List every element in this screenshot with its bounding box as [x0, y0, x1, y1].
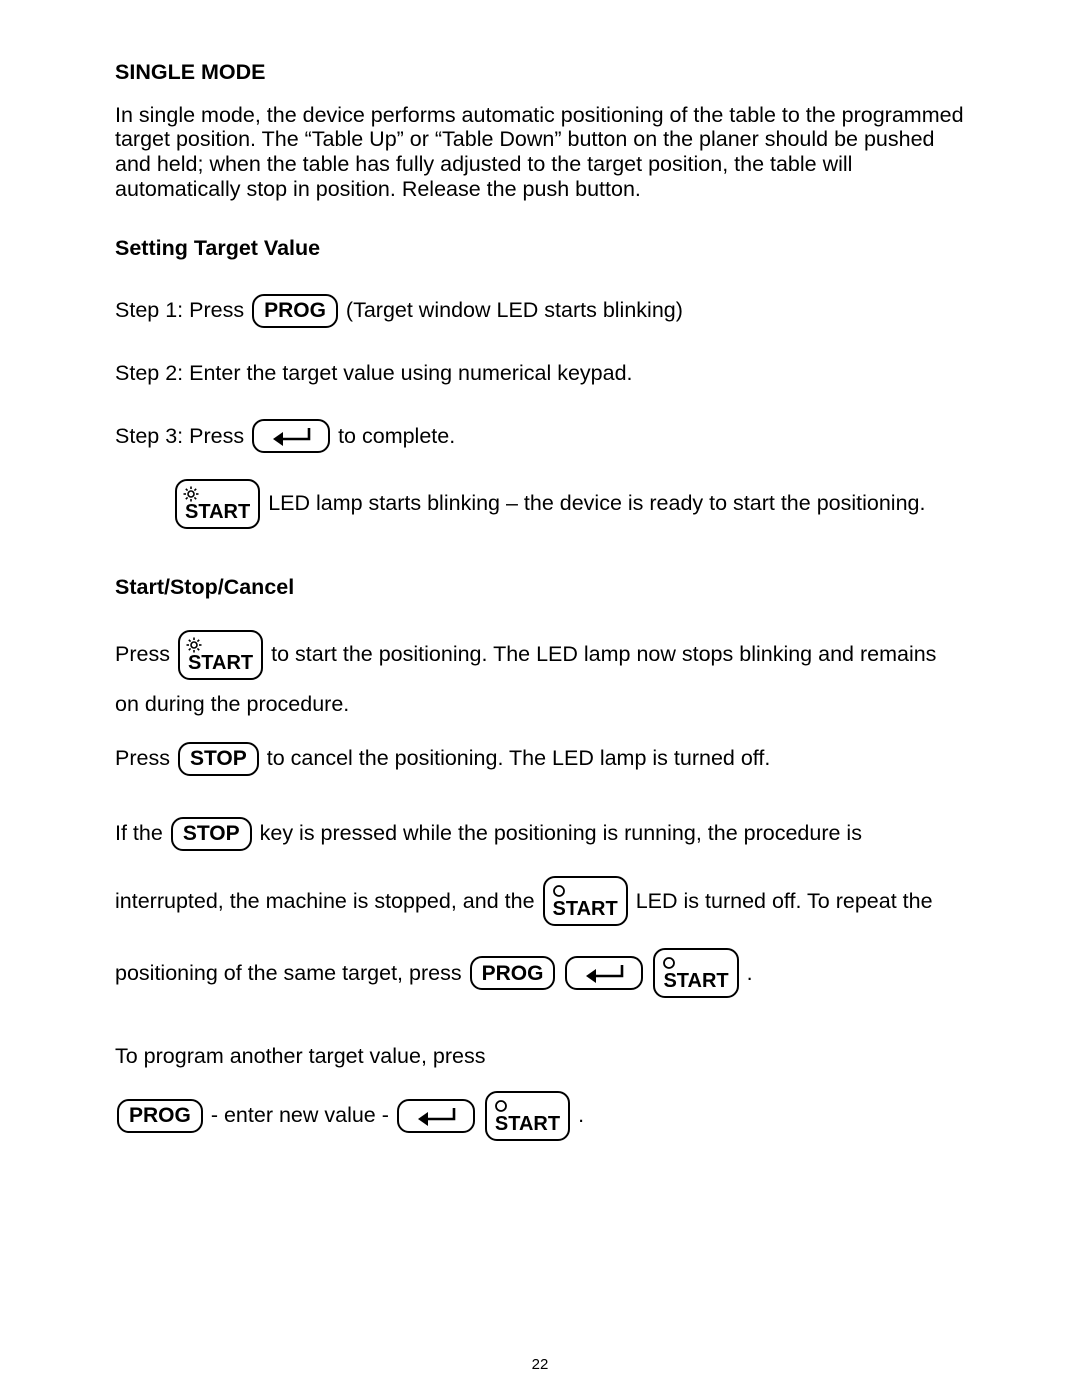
prog-key-label: PROG [264, 291, 326, 331]
enter-key-2 [565, 956, 643, 990]
enter-new-value-text: - enter new value - [211, 1095, 389, 1136]
heading-setting-target: Setting Target Value [115, 236, 965, 261]
start-ready-row: START LED lamp starts blinking – the dev… [173, 479, 965, 529]
manual-page: SINGLE MODE In single mode, the device p… [0, 0, 1080, 1397]
start-ready-text: LED lamp starts blinking – the device is… [268, 483, 925, 524]
step-3-row: Step 3: Press to complete. [115, 416, 965, 457]
start-led-key-5: START [485, 1091, 570, 1141]
section-title: SINGLE MODE [115, 60, 965, 85]
start-key-label: START [183, 502, 250, 522]
press-start-row: Press START to start the positioning. Th… [115, 630, 965, 680]
circle-icon [661, 955, 677, 971]
step1-post-text: (Target window LED starts blinking) [346, 290, 683, 331]
if-stop-row-3: positioning of the same target, press PR… [115, 948, 965, 998]
enter-icon [408, 1102, 464, 1130]
start-key-label-2: START [186, 653, 253, 673]
prog-key-label-3: PROG [129, 1096, 191, 1136]
if-the-text: If the [115, 813, 163, 854]
if-stop-row-1: If the STOP key is pressed while the pos… [115, 813, 965, 854]
prog-key-2: PROG [470, 956, 556, 990]
start-led-key-4: START [653, 948, 738, 998]
start-cont-text: on during the procedure. [115, 692, 965, 717]
stop-while-4: positioning of the same target, press [115, 953, 462, 994]
circle-icon [551, 883, 567, 899]
page-number: 22 [0, 1356, 1080, 1373]
step-2-row: Step 2: Enter the target value using num… [115, 353, 965, 394]
stop-while-1: key is pressed while the positioning is … [260, 813, 862, 854]
start-key-label-5: START [493, 1114, 560, 1134]
start-led-key: START [175, 479, 260, 529]
heading-start-stop-cancel: Start/Stop/Cancel [115, 575, 965, 600]
prog-another-text: To program another target value, press [115, 1044, 965, 1069]
enter-icon [576, 959, 632, 987]
press-stop-row: Press STOP to cancel the positioning. Th… [115, 738, 965, 779]
enter-key-3 [397, 1099, 475, 1133]
start-key-label-3: START [551, 899, 618, 919]
step-1-row: Step 1: Press PROG (Target window LED st… [115, 290, 965, 331]
stop-key: STOP [178, 742, 259, 776]
stop-desc-text: to cancel the positioning. The LED lamp … [267, 738, 771, 779]
enter-icon [263, 422, 319, 450]
stop-key-label-2: STOP [183, 814, 240, 854]
stop-key-2: STOP [171, 817, 252, 851]
enter-key [252, 419, 330, 453]
press-text-1: Press [115, 634, 170, 675]
sun-icon [183, 486, 199, 502]
prog-key-label-2: PROG [482, 954, 544, 994]
prog-key: PROG [252, 294, 338, 328]
step3-pre-text: Step 3: Press [115, 416, 244, 457]
stop-key-label: STOP [190, 739, 247, 779]
prog-key-3: PROG [117, 1099, 203, 1133]
period-1: . [747, 953, 753, 994]
intro-paragraph: In single mode, the device performs auto… [115, 103, 965, 202]
step1-pre-text: Step 1: Press [115, 290, 244, 331]
start-led-key-3: START [543, 876, 628, 926]
prog-another-row: PROG - enter new value - START . [115, 1091, 965, 1141]
start-desc-text: to start the positioning. The LED lamp n… [271, 634, 936, 675]
press-text-2: Press [115, 738, 170, 779]
start-key-label-4: START [661, 971, 728, 991]
step3-post-text: to complete. [338, 416, 455, 457]
start-led-key-2: START [178, 630, 263, 680]
stop-while-3: LED is turned off. To repeat the [636, 881, 933, 922]
period-2: . [578, 1095, 584, 1136]
sun-icon [186, 637, 202, 653]
if-stop-row-2: interrupted, the machine is stopped, and… [115, 876, 965, 926]
stop-while-2: interrupted, the machine is stopped, and… [115, 881, 535, 922]
step2-text: Step 2: Enter the target value using num… [115, 353, 633, 394]
circle-icon [493, 1098, 509, 1114]
